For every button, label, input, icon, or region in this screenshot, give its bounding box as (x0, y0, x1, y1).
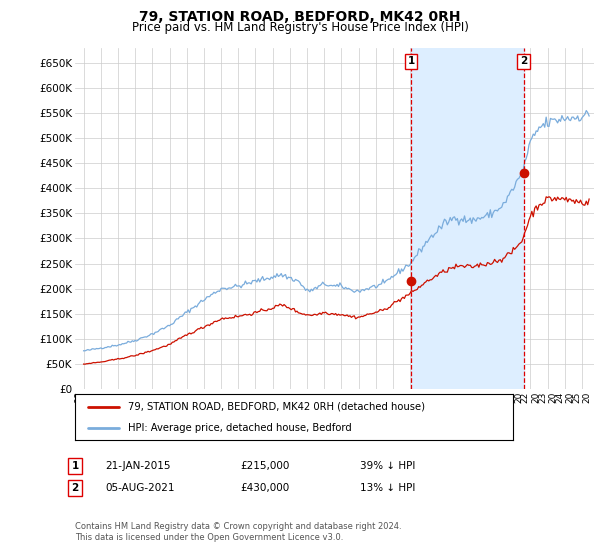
Text: Contains HM Land Registry data © Crown copyright and database right 2024.: Contains HM Land Registry data © Crown c… (75, 522, 401, 531)
Text: 21-JAN-2015: 21-JAN-2015 (105, 461, 170, 471)
Text: 79, STATION ROAD, BEDFORD, MK42 0RH (detached house): 79, STATION ROAD, BEDFORD, MK42 0RH (det… (128, 402, 425, 412)
Text: Price paid vs. HM Land Registry's House Price Index (HPI): Price paid vs. HM Land Registry's House … (131, 21, 469, 34)
Text: 39% ↓ HPI: 39% ↓ HPI (360, 461, 415, 471)
Bar (411, 48, 524, 389)
Text: 13% ↓ HPI: 13% ↓ HPI (360, 483, 415, 493)
Text: This data is licensed under the Open Government Licence v3.0.: This data is licensed under the Open Gov… (75, 533, 343, 542)
Text: HPI: Average price, detached house, Bedford: HPI: Average price, detached house, Bedf… (128, 423, 352, 433)
Text: 2: 2 (71, 483, 79, 493)
Text: 2: 2 (520, 56, 527, 66)
Text: 1: 1 (407, 56, 415, 66)
Text: £430,000: £430,000 (240, 483, 289, 493)
Text: £215,000: £215,000 (240, 461, 289, 471)
Text: 1: 1 (71, 461, 79, 471)
Text: 79, STATION ROAD, BEDFORD, MK42 0RH: 79, STATION ROAD, BEDFORD, MK42 0RH (139, 10, 461, 24)
Text: 05-AUG-2021: 05-AUG-2021 (105, 483, 175, 493)
